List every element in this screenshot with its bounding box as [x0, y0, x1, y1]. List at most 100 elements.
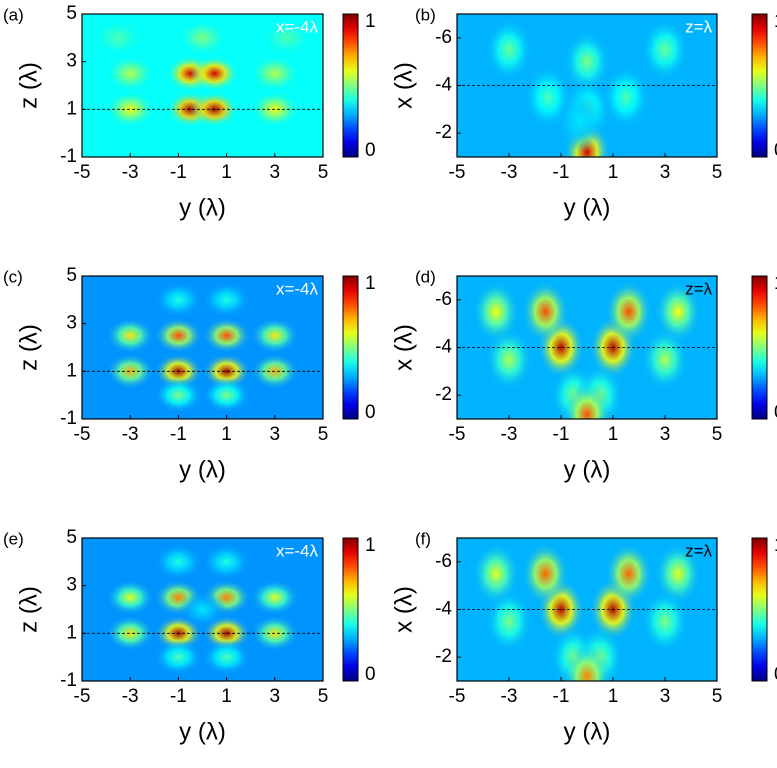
x-tick-label: -1: [553, 162, 570, 183]
intensity-peak: [202, 317, 251, 354]
y-axis-label: x (λ): [390, 586, 417, 633]
intensity-peak: [522, 542, 569, 605]
y-tick-label: 5: [66, 265, 77, 286]
colorbar-tick-label: 0: [365, 402, 376, 423]
x-tick-label: 1: [221, 686, 232, 707]
colorbar: [751, 537, 768, 682]
intensity-peak: [202, 377, 251, 414]
intensity-peak: [154, 639, 203, 676]
annotation: x=-4λ: [276, 17, 319, 36]
plot-frame: [81, 275, 324, 420]
intensity-peak: [154, 281, 203, 318]
x-tick-label: -1: [170, 424, 187, 445]
panel-label: (f): [415, 529, 431, 548]
colorbar-tick-label: 0: [774, 140, 777, 161]
field: [457, 276, 717, 419]
x-tick-label: 3: [270, 424, 281, 445]
panel: -5 -3 -1 1 3 5 -6 -4 -2 y (λ) x (λ) (f) z=λ 0 1: [390, 529, 777, 745]
y-tick-label: -1: [60, 146, 77, 167]
x-tick-label: -3: [122, 686, 139, 707]
x-tick-label: 5: [318, 162, 329, 183]
y-tick-label: -6: [435, 551, 452, 572]
x-tick-label: -5: [74, 162, 91, 183]
field: [82, 538, 323, 681]
x-tick-label: -3: [122, 424, 139, 445]
intensity-peak: [178, 591, 227, 628]
colorbar-tick-label: 0: [774, 664, 777, 685]
x-tick-label: 5: [712, 686, 723, 707]
x-tick-label: 3: [660, 162, 671, 183]
x-tick-label: -3: [501, 686, 518, 707]
x-tick-label: 3: [660, 424, 671, 445]
y-tick-label: -4: [435, 337, 452, 358]
intensity-peak: [641, 18, 689, 81]
panel: -5 -3 -1 1 3 5 -1 1 3 5 y (λ) z (λ) (a) x=-4λ 0 1: [3, 3, 376, 221]
y-tick-label: 5: [66, 527, 77, 548]
intensity-peak: [154, 377, 203, 414]
colorbar-tick-label: 1: [774, 535, 777, 556]
x-tick-label: -5: [449, 424, 466, 445]
intensity-peak: [94, 19, 143, 56]
y-tick-label: 3: [66, 51, 77, 72]
x-tick-label: -3: [501, 424, 518, 445]
intensity-peak: [154, 543, 203, 580]
intensity-peak: [485, 328, 533, 391]
intensity-peak: [106, 317, 155, 354]
intensity-peak: [178, 19, 227, 56]
intensity-peak: [654, 542, 702, 605]
intensity-peak: [106, 91, 155, 128]
x-tick-label: -3: [501, 162, 518, 183]
colorbar-tick-label: 1: [774, 11, 777, 32]
x-tick-label: -5: [74, 424, 91, 445]
annotation: z=λ: [685, 17, 712, 36]
x-tick-label: -3: [122, 162, 139, 183]
x-tick-label: 1: [608, 686, 619, 707]
field: [82, 14, 323, 157]
x-tick-label: -5: [449, 162, 466, 183]
intensity-peak: [106, 353, 155, 390]
intensity-peak: [106, 615, 155, 652]
panel-label: (b): [415, 5, 436, 24]
intensity-peak: [522, 280, 569, 343]
colorbar-tick-label: 0: [774, 402, 777, 423]
x-axis-label: y (λ): [564, 194, 611, 221]
panel-label: (c): [3, 267, 23, 286]
y-tick-label: 1: [66, 360, 77, 381]
colorbar: [342, 537, 359, 682]
x-tick-label: 1: [221, 424, 232, 445]
x-tick-label: 5: [712, 162, 723, 183]
intensity-peak: [154, 317, 203, 354]
colorbar-tick-label: 1: [365, 11, 376, 32]
colorbar-tick-label: 1: [774, 273, 777, 294]
panel: -5 -3 -1 1 3 5 -1 1 3 5 y (λ) z (λ) (c) x=-4λ 0 1: [3, 265, 376, 483]
x-tick-label: 1: [608, 162, 619, 183]
intensity-peak: [106, 55, 155, 92]
x-axis-label: y (λ): [564, 718, 611, 745]
panel: -5 -3 -1 1 3 5 -6 -4 -2 y (λ) x (λ) (b) z=λ 0 1: [390, 5, 777, 221]
field: [82, 276, 323, 419]
x-tick-label: -5: [449, 686, 466, 707]
x-tick-label: 5: [318, 424, 329, 445]
x-tick-label: 1: [221, 162, 232, 183]
colorbar: [751, 275, 768, 420]
x-tick-label: -1: [553, 424, 570, 445]
colorbar-tick-label: 1: [365, 535, 376, 556]
x-axis-label: y (λ): [179, 718, 226, 745]
y-tick-label: 3: [66, 313, 77, 334]
intensity-peak: [555, 90, 603, 153]
panel: -5 -3 -1 1 3 5 -1 1 3 5 y (λ) z (λ) (e) x=-4λ 0 1: [3, 527, 376, 745]
x-tick-label: 3: [270, 162, 281, 183]
y-tick-label: -6: [435, 289, 452, 310]
y-tick-label: 5: [66, 3, 77, 24]
x-tick-label: -1: [170, 686, 187, 707]
intensity-peak: [106, 579, 155, 616]
plot-frame: [81, 13, 324, 158]
panel: -5 -3 -1 1 3 5 -6 -4 -2 y (λ) x (λ) (d) z=λ 0 1: [390, 267, 777, 483]
y-tick-label: 1: [66, 622, 77, 643]
x-tick-label: -5: [74, 686, 91, 707]
intensity-peak: [250, 55, 299, 92]
y-axis-label: z (λ): [15, 62, 42, 109]
intensity-peak: [605, 542, 652, 605]
panel-label: (d): [415, 267, 436, 286]
x-tick-label: 3: [270, 686, 281, 707]
